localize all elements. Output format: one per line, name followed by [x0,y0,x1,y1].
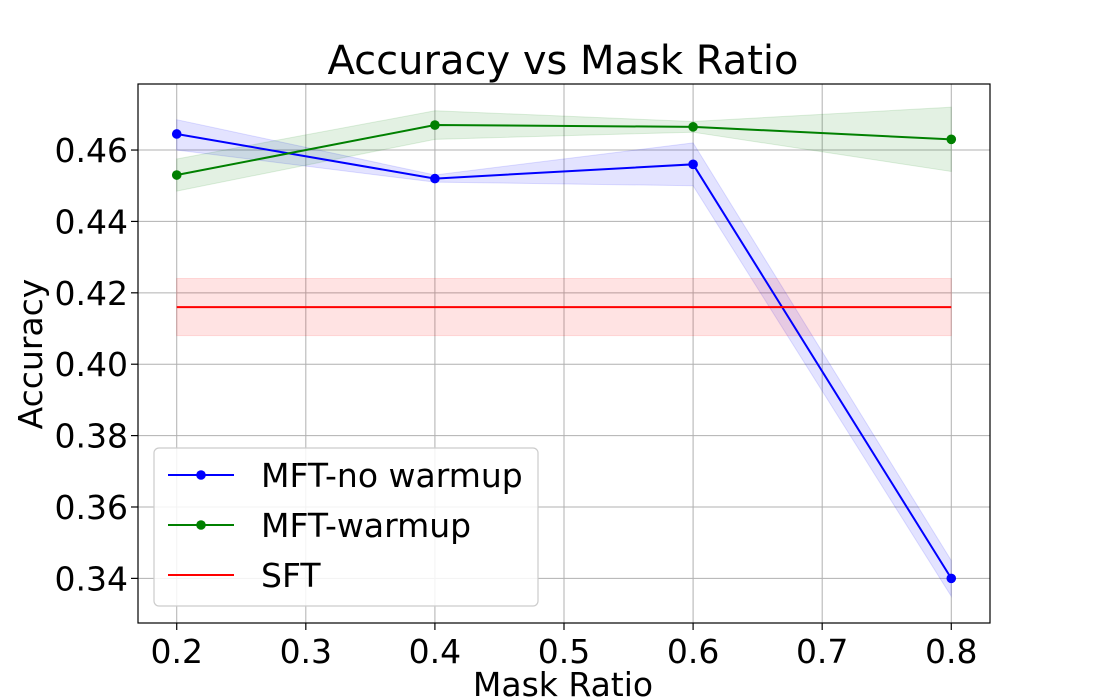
mft-warmup-point [946,134,957,145]
x-tick-label: 0.8 [925,632,977,671]
mft-no-warmup-point [688,159,698,170]
mft-no-warmup-point [430,173,440,184]
x-tick-label: 0.6 [667,632,719,671]
mft-no-warmup-point [946,573,957,584]
grid [138,84,990,623]
series-lines [176,124,953,579]
mft-warmup-point [430,120,440,130]
mft-no-warmup-band [176,119,952,598]
y-tick-label: 0.34 [55,559,128,598]
series-points [171,120,957,584]
x-tick-label: 0.4 [409,632,461,671]
mft-warmup-point [171,170,182,180]
x-tick-label: 0.5 [538,632,590,671]
mft-warmup-legend-label: MFT-warmup [261,506,471,545]
y-tick-label: 0.38 [55,417,128,456]
mft-warmup-legend-marker [196,520,206,530]
mft-no-warmup-point [171,129,182,139]
legend: MFT-no warmup MFT-warmup SFT [153,447,539,607]
mft-warmup-line [176,124,952,177]
mft-no-warmup-line [176,132,953,579]
mft-no-warmup-legend-label: MFT-no warmup [261,456,523,495]
x-tick-label: 0.7 [796,632,848,671]
y-tick-label: 0.40 [55,345,128,384]
mft-no-warmup-legend-marker [196,470,206,480]
mft-warmup-point [688,122,698,132]
y-axis-label: Accuracy [11,279,50,430]
y-axis-ticks: 0.34 0.36 0.38 0.40 0.42 0.44 0.46 [55,131,138,598]
x-axis-label: Mask Ratio [473,665,653,700]
y-tick-label: 0.42 [55,274,128,313]
mft-warmup-band [176,106,952,192]
x-axis-ticks: 0.2 0.3 0.4 0.5 0.6 0.7 0.8 [150,623,978,671]
sft-legend-label: SFT [261,556,321,595]
y-tick-label: 0.46 [55,131,128,170]
y-tick-label: 0.36 [55,488,128,527]
chart-title: Accuracy vs Mask Ratio [328,38,799,84]
x-tick-label: 0.3 [280,632,332,671]
y-tick-label: 0.44 [55,202,128,241]
legend-box [153,447,539,607]
x-tick-label: 0.2 [150,632,202,671]
